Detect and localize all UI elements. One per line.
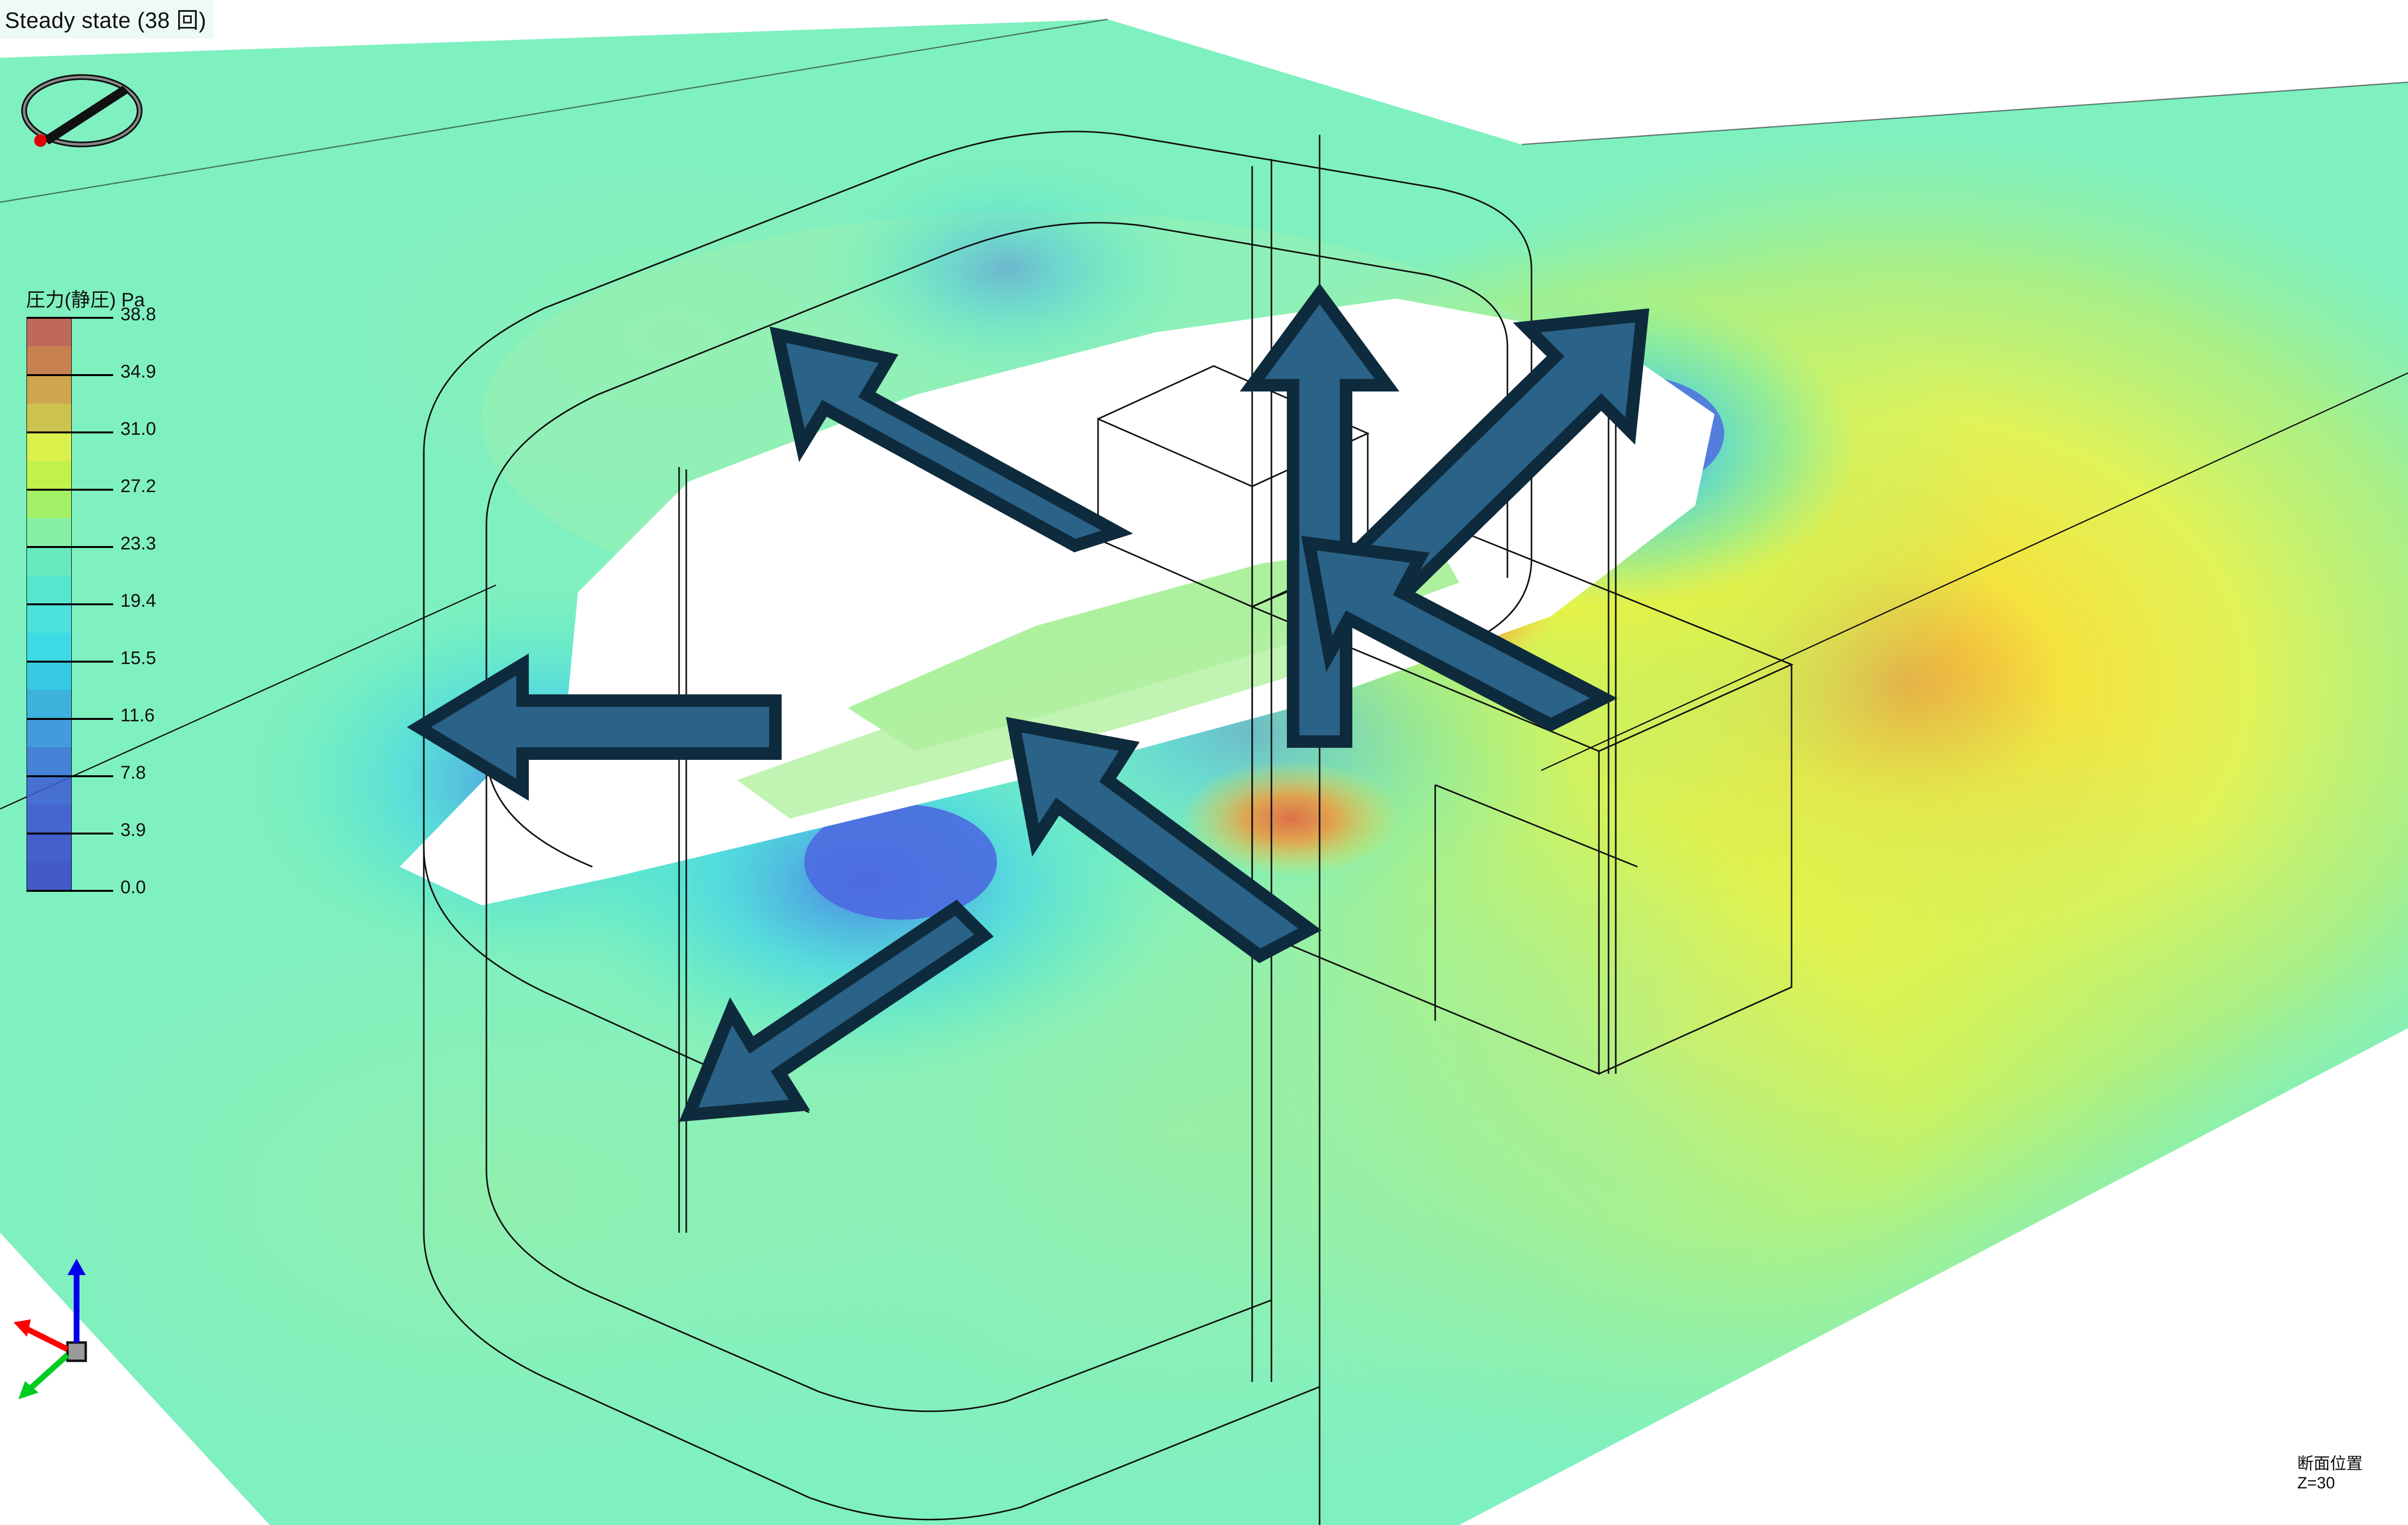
- colorbar-band: [27, 718, 71, 747]
- colorbar-band: [27, 403, 71, 432]
- pressure-colorbar-gradient: [26, 317, 72, 891]
- colorbar-band: [27, 833, 71, 862]
- colorbar-tick: [26, 431, 113, 433]
- colorbar-band: [27, 317, 71, 346]
- colorbar-band: [27, 575, 71, 604]
- page-title: Steady state (38 回): [0, 0, 213, 39]
- arrow-inflow-south: [1006, 717, 1322, 964]
- colorbar-band: [27, 604, 71, 633]
- colorbar-tick-label: 38.8: [120, 304, 156, 325]
- colorbar-tick: [26, 661, 113, 663]
- colorbar-band: [27, 375, 71, 404]
- arrow-inflow-east: [1301, 535, 1618, 732]
- colorbar-band: [27, 547, 71, 575]
- colorbar-tick-label: 3.9: [120, 820, 146, 840]
- colorbar-tick-label: 15.5: [120, 648, 156, 668]
- view-orientation-compass[interactable]: [21, 74, 143, 147]
- colorbar-tick: [26, 489, 113, 491]
- arrow-northwest: [770, 326, 1133, 553]
- colorbar-band: [27, 661, 71, 690]
- colorbar-tick-label: 0.0: [120, 877, 146, 898]
- arrow-west: [406, 653, 782, 801]
- arrow-north-up: [1240, 283, 1400, 748]
- section-position-label: 断面位置 Z=30: [2297, 1454, 2363, 1493]
- pressure-colorbar: 圧力(静圧) Pa 38.8 34.9 31.0 27.2 23.3 19.4 15.5 11…: [24, 284, 156, 898]
- section-position-line1: 断面位置: [2297, 1455, 2363, 1473]
- colorbar-band: [27, 489, 71, 518]
- colorbar-tick-label: 7.8: [120, 763, 146, 783]
- colorbar-band: [27, 460, 71, 489]
- pressure-colorbar-title: 圧力(静圧) Pa: [26, 289, 145, 311]
- colorbar-tick: [26, 890, 113, 892]
- colorbar-band: [27, 861, 71, 890]
- flow-arrow-group: [406, 283, 1649, 1122]
- arrow-northeast: [1339, 308, 1649, 613]
- colorbar-tick-label: 23.3: [120, 534, 156, 554]
- colorbar-tick-label: 34.9: [120, 362, 156, 382]
- pressure-contour-plane: [0, 19, 2408, 1525]
- colorbar-band: [27, 518, 71, 547]
- colorbar-tick: [26, 546, 113, 548]
- colorbar-band: [27, 432, 71, 461]
- colorbar-band: [27, 632, 71, 661]
- colorbar-tick: [26, 317, 113, 319]
- page-title-text: Steady state (38 回): [5, 8, 207, 33]
- colorbar-band: [27, 690, 71, 718]
- section-position-line2: Z=30: [2297, 1474, 2335, 1493]
- colorbar-tick-label: 31.0: [120, 419, 156, 439]
- colorbar-band: [27, 747, 71, 776]
- colorbar-band: [27, 804, 71, 833]
- colorbar-tick: [26, 603, 113, 605]
- colorbar-tick: [26, 374, 113, 376]
- pressure-colorbar-ticks: 38.8 34.9 31.0 27.2 23.3 19.4 15.5 11.6 7.8 3.9 0.…: [24, 304, 265, 898]
- arrow-southwest: [679, 899, 994, 1122]
- colorbar-band: [27, 776, 71, 805]
- colorbar-band: [27, 346, 71, 375]
- colorbar-tick-label: 19.4: [120, 591, 156, 611]
- colorbar-tick: [26, 775, 113, 777]
- colorbar-tick-label: 27.2: [120, 476, 156, 496]
- colorbar-tick: [26, 833, 113, 834]
- axis-triad: [13, 1259, 87, 1399]
- colorbar-tick: [26, 718, 113, 720]
- colorbar-tick-label: 11.6: [120, 705, 155, 726]
